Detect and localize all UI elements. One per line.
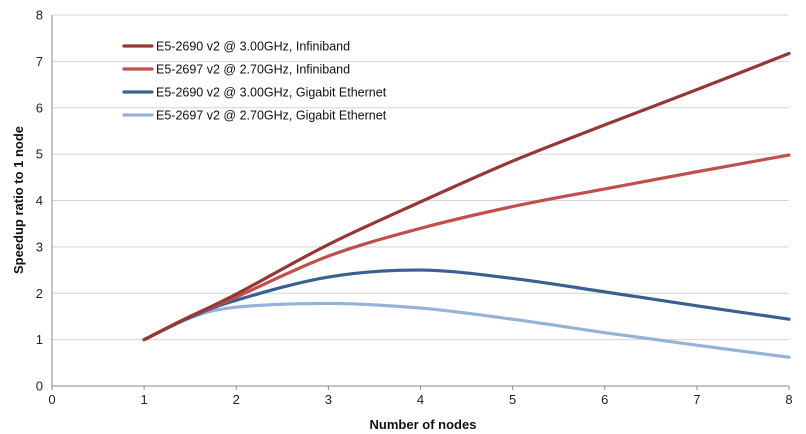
legend-label: E5-2690 v2 @ 3.00GHz, Infiniband	[156, 40, 350, 54]
y-tick-label: 2	[36, 286, 43, 301]
x-tick-labels: 0 1 2 3 4 5 6 7 8	[48, 386, 793, 407]
x-tick-label: 0	[48, 392, 55, 407]
legend-label: E5-2697 v2 @ 2.70GHz, Infiniband	[156, 63, 350, 77]
series-line-4	[142, 301, 791, 359]
y-tick-label: 7	[36, 54, 43, 69]
x-tick-label: 1	[141, 392, 148, 407]
x-tick-label: 7	[693, 392, 700, 407]
x-tick-label: 6	[601, 392, 608, 407]
y-axis-title: Speedup ratio to 1 node	[11, 126, 26, 274]
x-tick-label: 8	[785, 392, 792, 407]
legend-label: E5-2690 v2 @ 3.00GHz, Gigabit Ethernet	[156, 86, 387, 100]
series-line-1	[142, 51, 791, 342]
y-tick-label: 0	[36, 379, 43, 394]
y-tick-label: 8	[36, 8, 43, 23]
gridlines	[52, 14, 789, 341]
y-tick-label: 5	[36, 147, 43, 162]
x-tick-label: 3	[325, 392, 332, 407]
legend-label: E5-2697 v2 @ 2.70GHz, Gigabit Ethernet	[156, 109, 387, 123]
y-tick-label: 4	[36, 193, 43, 208]
series-lines	[142, 51, 791, 359]
x-tick-label: 2	[233, 392, 240, 407]
x-tick-label: 5	[509, 392, 516, 407]
y-tick-labels: 0 1 2 3 4 5 6 7 8	[36, 8, 43, 394]
y-tick-label: 3	[36, 239, 43, 254]
y-tick-label: 6	[36, 100, 43, 115]
series-line-3	[142, 268, 791, 342]
legend: E5-2690 v2 @ 3.00GHz, Infiniband E5-2697 …	[122, 40, 387, 123]
x-axis-title: Number of nodes	[370, 417, 477, 432]
x-tick-label: 4	[417, 392, 424, 407]
y-tick-label: 1	[36, 332, 43, 347]
